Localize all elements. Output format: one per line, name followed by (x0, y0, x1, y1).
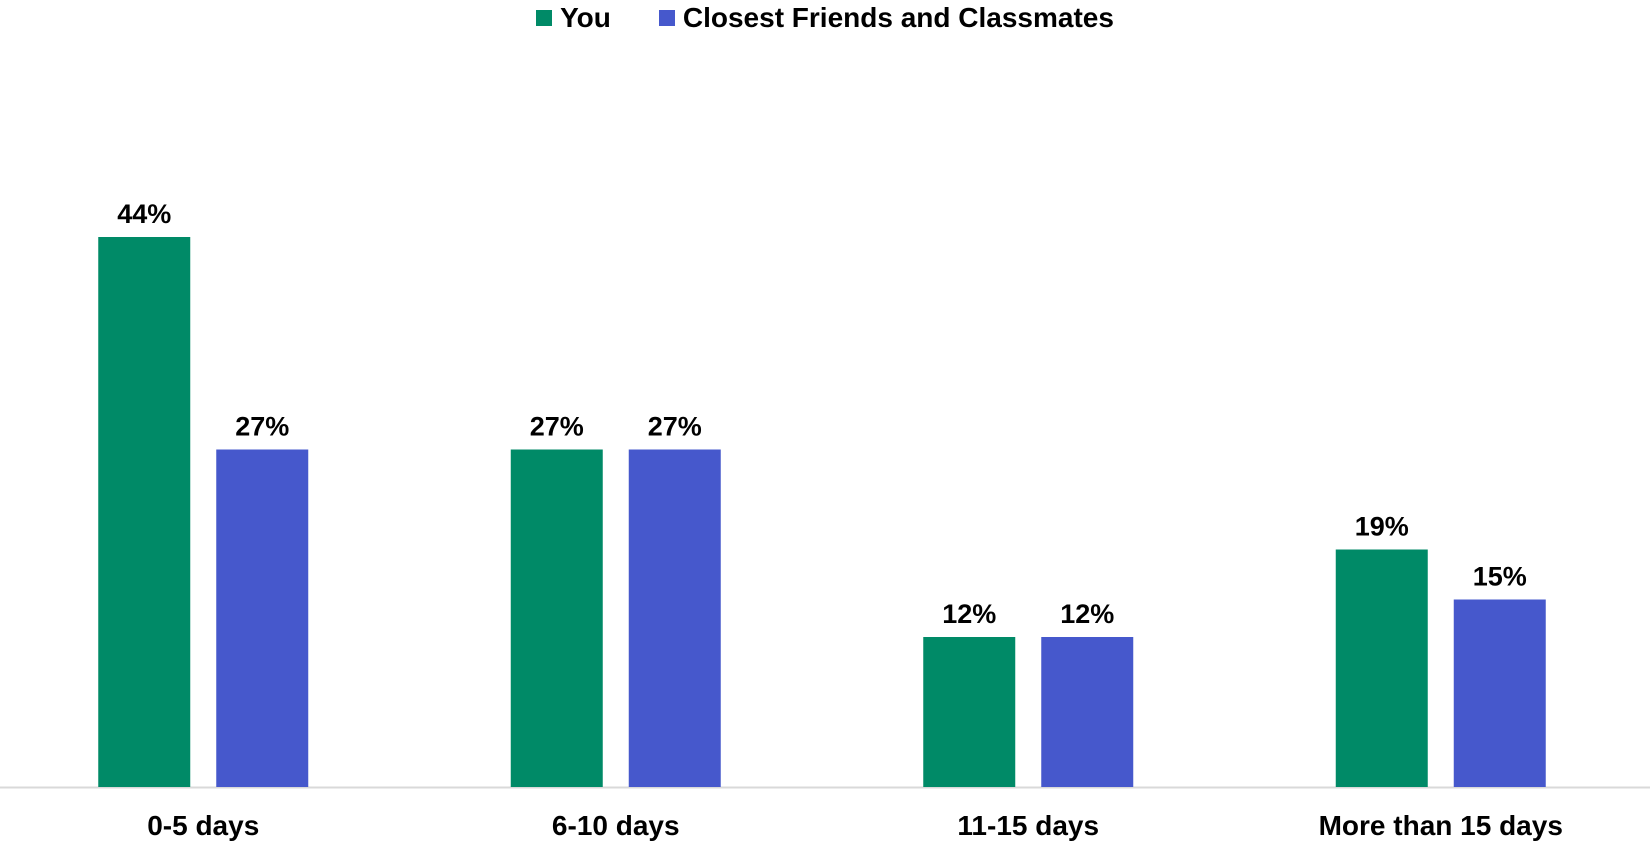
category-label-0: 0-5 days (147, 810, 259, 841)
bar-you-3 (1335, 549, 1428, 787)
legend-swatch-friends (658, 10, 675, 26)
bar-friends-0 (216, 449, 309, 787)
category-label-3: More than 15 days (1319, 810, 1563, 841)
data-label-friends-0: 27% (235, 412, 289, 442)
legend-item-friends: Closest Friends and Classmates (658, 2, 1114, 34)
legend-label-you: You (560, 2, 611, 33)
data-label-you-0: 44% (117, 199, 171, 229)
legend: You Closest Friends and Classmates (0, 0, 1650, 36)
legend-item-you: You (536, 2, 611, 34)
bar-friends-3 (1453, 599, 1546, 787)
bar-you-1 (510, 449, 603, 787)
data-label-you-2: 12% (942, 599, 996, 629)
category-label-1: 6-10 days (552, 810, 680, 841)
data-label-you-3: 19% (1355, 512, 1409, 542)
data-label-friends-3: 15% (1473, 562, 1527, 592)
bar-you-0 (98, 237, 191, 787)
data-label-friends-2: 12% (1060, 599, 1114, 629)
bar-friends-2 (1041, 637, 1134, 787)
data-label-friends-1: 27% (648, 412, 702, 442)
legend-swatch-you (536, 10, 553, 26)
legend-label-friends: Closest Friends and Classmates (682, 2, 1114, 33)
data-label-you-1: 27% (530, 412, 584, 442)
category-label-2: 11-15 days (957, 810, 1099, 841)
bar-friends-1 (628, 449, 721, 787)
bar-you-2 (923, 637, 1016, 787)
